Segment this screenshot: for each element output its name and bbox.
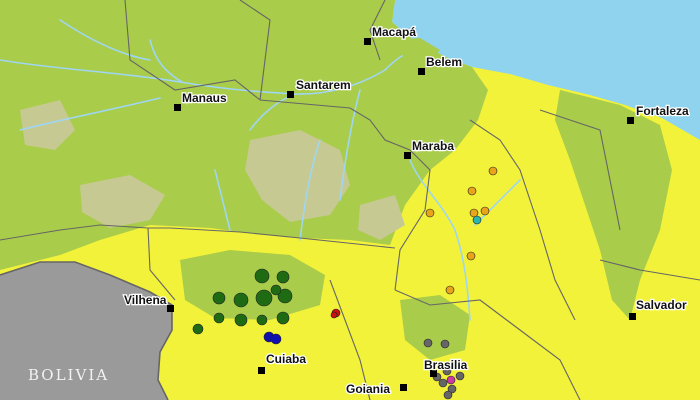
dry-patch-2 xyxy=(80,175,165,228)
city-label-belem: Belem xyxy=(426,55,462,69)
city-marker-goiania[interactable] xyxy=(400,384,407,391)
observation-marker[interactable] xyxy=(212,291,226,305)
observation-marker[interactable] xyxy=(472,215,482,225)
city-marker-maraba[interactable] xyxy=(404,152,411,159)
observation-marker[interactable] xyxy=(446,375,456,385)
city-marker-brasilia[interactable] xyxy=(430,370,437,377)
observation-marker[interactable] xyxy=(447,384,457,394)
city-label-cuiaba: Cuiaba xyxy=(266,352,306,366)
city-label-salvador: Salvador xyxy=(636,298,687,312)
observation-marker[interactable] xyxy=(480,206,490,216)
observation-marker[interactable] xyxy=(445,285,455,295)
city-label-santarem: Santarem xyxy=(296,78,351,92)
observation-marker[interactable] xyxy=(423,338,433,348)
city-label-fortaleza: Fortaleza xyxy=(636,104,689,118)
city-marker-macapa[interactable] xyxy=(364,38,371,45)
atlantic-ocean xyxy=(392,0,700,140)
observation-marker[interactable] xyxy=(455,371,465,381)
forest-patch-east xyxy=(555,90,672,320)
dry-patch-1 xyxy=(245,130,350,222)
city-label-brasilia: Brasilia xyxy=(424,358,468,372)
observation-marker[interactable] xyxy=(234,313,248,327)
observation-marker[interactable] xyxy=(442,366,452,376)
city-label-goiania: Goiania xyxy=(346,382,390,396)
forest-patch-goias xyxy=(400,295,470,360)
city-marker-santarem[interactable] xyxy=(287,91,294,98)
city-label-manaus: Manaus xyxy=(182,91,227,105)
observation-marker[interactable] xyxy=(440,339,450,349)
observation-marker[interactable] xyxy=(277,288,293,304)
observation-marker[interactable] xyxy=(330,311,338,319)
national-border xyxy=(0,261,173,400)
observation-marker[interactable] xyxy=(192,323,204,335)
city-marker-cuiaba[interactable] xyxy=(258,367,265,374)
city-label-macapa: Macapá xyxy=(372,25,416,39)
observation-marker[interactable] xyxy=(233,292,249,308)
city-marker-manaus[interactable] xyxy=(174,104,181,111)
city-marker-salvador[interactable] xyxy=(629,313,636,320)
city-marker-fortaleza[interactable] xyxy=(627,117,634,124)
city-marker-vilhena[interactable] xyxy=(167,305,174,312)
observation-marker[interactable] xyxy=(255,289,273,307)
observation-marker[interactable] xyxy=(276,270,290,284)
observation-marker[interactable] xyxy=(213,312,225,324)
dry-patch-4 xyxy=(358,195,405,240)
observation-marker[interactable] xyxy=(270,284,282,296)
observation-marker[interactable] xyxy=(488,166,498,176)
observation-marker[interactable] xyxy=(256,314,268,326)
country-label-bolivia: BOLIVIA xyxy=(28,366,109,384)
cities: Macapá Belem Manaus Santarem Fortaleza M… xyxy=(123,24,691,398)
observation-marker[interactable] xyxy=(467,186,477,196)
city-marker-belem[interactable] xyxy=(418,68,425,75)
city-label-vilhena: Vilhena xyxy=(124,293,167,307)
observation-marker[interactable] xyxy=(270,333,282,345)
observation-marker[interactable] xyxy=(443,390,453,400)
observation-marker[interactable] xyxy=(254,268,270,284)
city-label-maraba: Maraba xyxy=(412,139,454,153)
marajo-island xyxy=(395,38,440,62)
observation-marker[interactable] xyxy=(466,251,476,261)
observation-marker[interactable] xyxy=(438,378,448,388)
bolivia-territory xyxy=(0,262,172,400)
observation-marker[interactable] xyxy=(425,208,435,218)
observation-markers xyxy=(192,166,498,400)
observation-marker[interactable] xyxy=(276,311,290,325)
dry-patch-3 xyxy=(20,100,75,150)
